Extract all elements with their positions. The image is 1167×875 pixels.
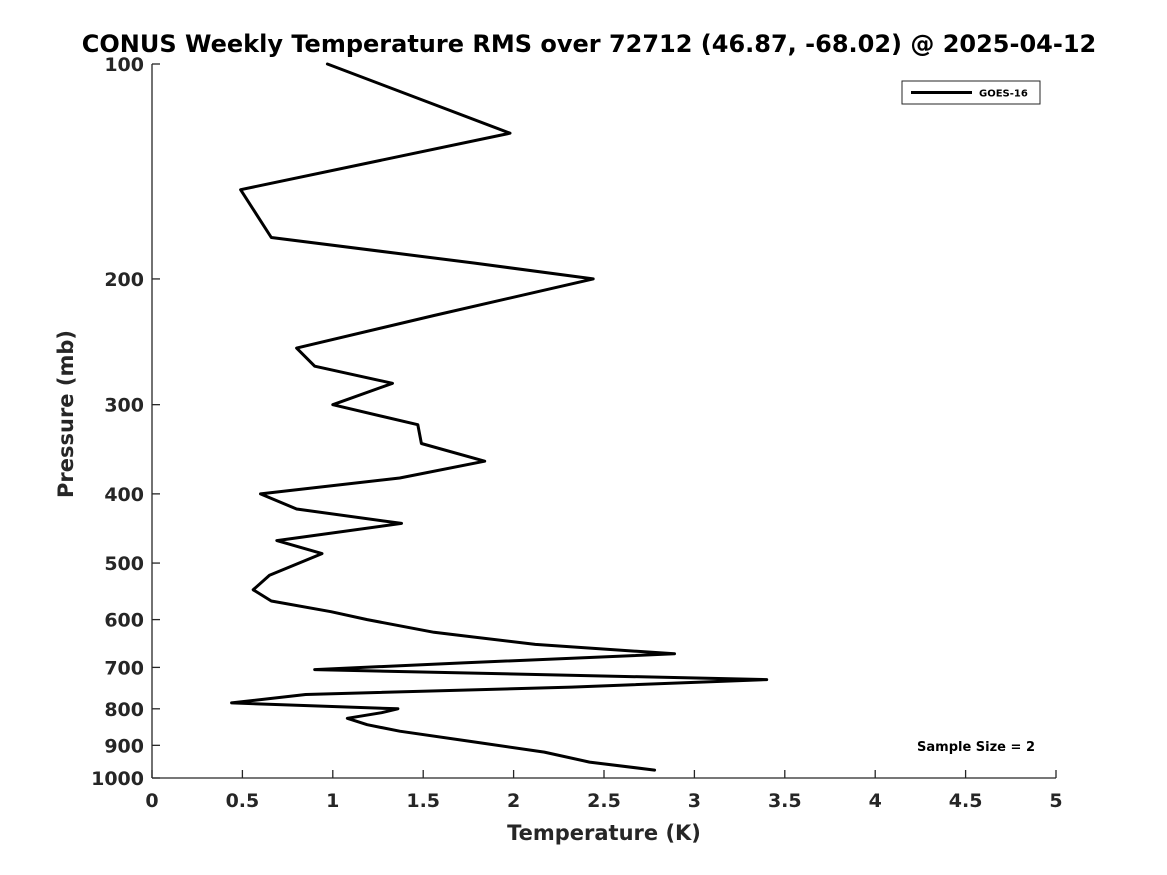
y-axis-label: Pressure (mb) <box>54 330 78 498</box>
series-layer <box>230 62 769 772</box>
legend: GOES-16 <box>901 80 1041 105</box>
series-line-goes-16 <box>230 62 769 772</box>
chart-title: CONUS Weekly Temperature RMS over 72712 … <box>82 30 1096 58</box>
plot-area <box>152 64 1056 778</box>
x-tick-label: 1 <box>326 790 339 812</box>
axes: 0 0.5 1 1.5 2 2.5 3 3.5 4 4.5 5 100 200 300 400 500 600 7… <box>91 54 1063 812</box>
y-tick-label: 700 <box>104 657 144 679</box>
sample-size-annotation: Sample Size = 2 <box>917 740 1035 755</box>
y-tick-label: 100 <box>104 54 144 76</box>
x-tick-label: 0.5 <box>226 790 260 812</box>
y-tick-label: 1000 <box>91 768 144 790</box>
y-tick-label: 900 <box>104 735 144 757</box>
y-tick-label: 300 <box>104 395 144 417</box>
y-tick-label: 200 <box>104 269 144 291</box>
x-tick-label: 3.5 <box>768 790 802 812</box>
x-tick-label: 4.5 <box>949 790 983 812</box>
y-tick-label: 800 <box>104 699 144 721</box>
x-axis-label: Temperature (K) <box>507 821 701 845</box>
legend-label: GOES-16 <box>979 89 1028 100</box>
x-tick-label: 2.5 <box>587 790 621 812</box>
x-tick-label: 3 <box>688 790 701 812</box>
x-tick-label: 1.5 <box>406 790 440 812</box>
y-tick-label: 400 <box>104 484 144 506</box>
x-tick-label: 2 <box>507 790 520 812</box>
y-tick-label: 600 <box>104 610 144 632</box>
x-tick-label: 5 <box>1049 790 1062 812</box>
x-tick-label: 0 <box>145 790 158 812</box>
y-tick-label: 500 <box>104 553 144 575</box>
x-tick-label: 4 <box>869 790 882 812</box>
